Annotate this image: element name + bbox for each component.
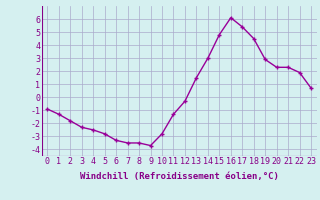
X-axis label: Windchill (Refroidissement éolien,°C): Windchill (Refroidissement éolien,°C) bbox=[80, 172, 279, 181]
